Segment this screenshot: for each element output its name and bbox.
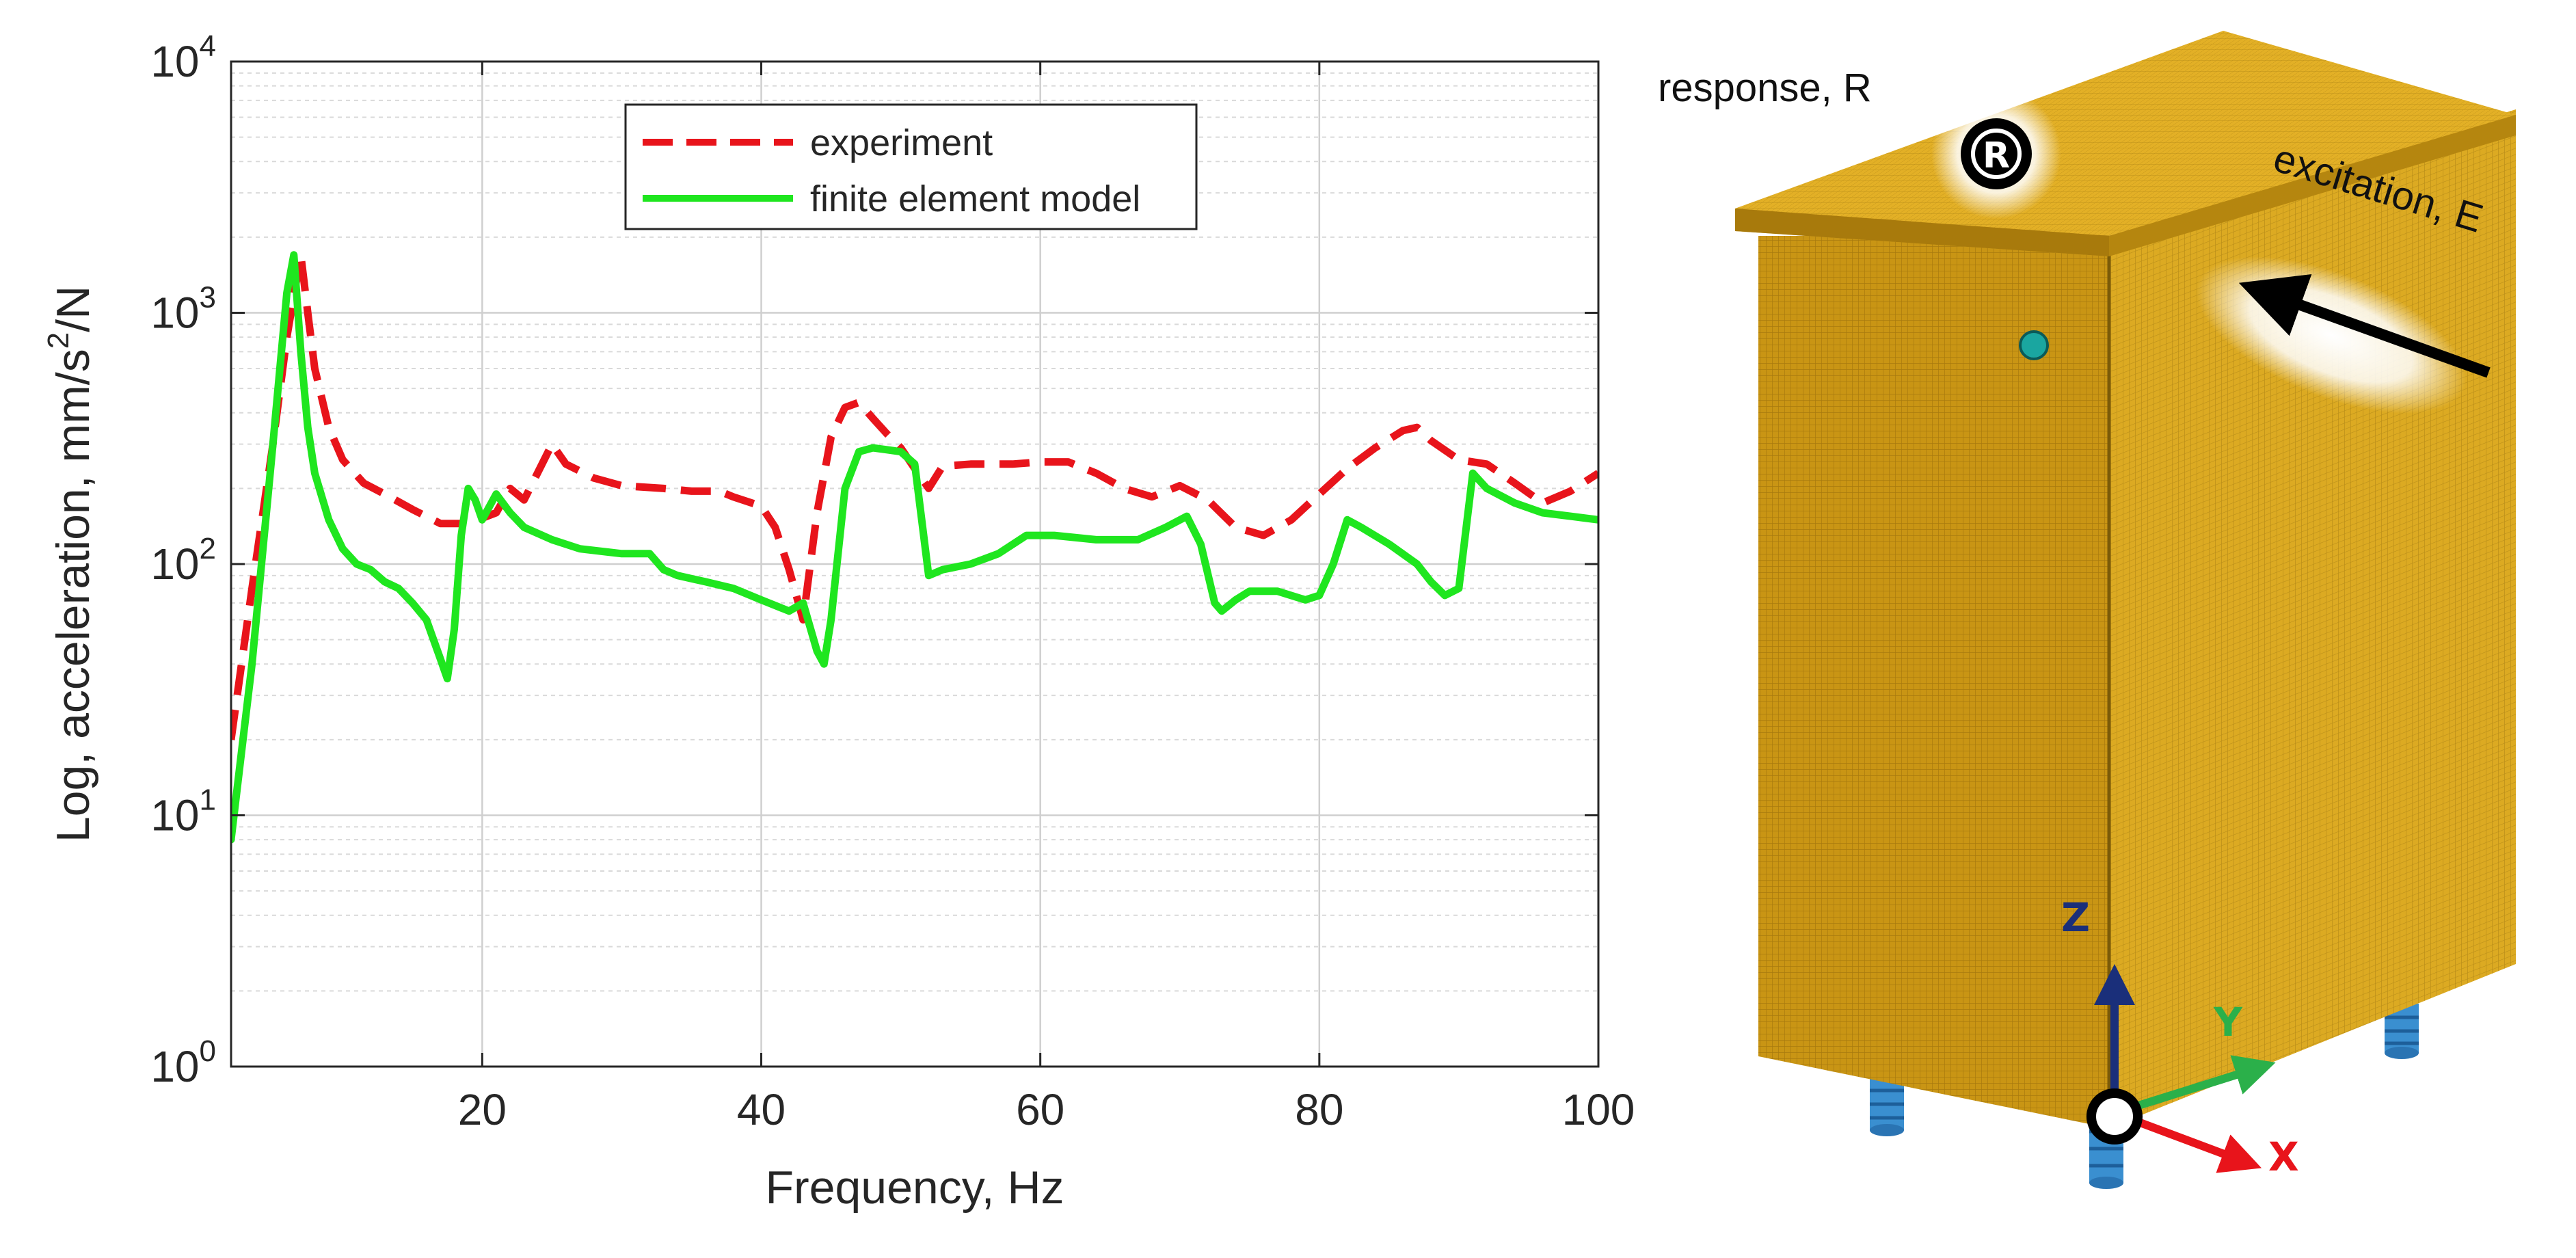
cabinet-top-lid <box>1735 31 2516 256</box>
response-marker-letter: R <box>1983 135 2010 176</box>
fe-model-illustration: R response, R excitation, E Z Y X <box>1658 31 2516 1189</box>
y-axis-letter: Y <box>2213 999 2243 1045</box>
y-tick-label: 103 <box>150 281 216 338</box>
y-axis-title: Log, acceleration, mm/s2/N <box>42 286 99 842</box>
legend-label-finite-element-model: finite element model <box>810 178 1140 219</box>
x-tick-label: 80 <box>1295 1085 1343 1134</box>
y-tick-label: 102 <box>150 532 216 589</box>
z-axis-letter: Z <box>2061 894 2090 941</box>
cabinet-front-face <box>1758 236 2109 1128</box>
y-tick-base: 10 <box>150 289 199 338</box>
sensor-marker <box>2019 330 2049 360</box>
y-tick-base: 10 <box>150 791 199 840</box>
cabinet-lid-side-edge <box>2109 115 2516 256</box>
y-tick-exponent: 4 <box>200 29 216 63</box>
series-lines <box>231 251 1598 844</box>
cabinet-lid-front-edge <box>1735 209 2109 256</box>
y-tick-label: 104 <box>150 29 216 86</box>
y-tick-exponent: 0 <box>200 1034 216 1068</box>
legend: experiment finite element model <box>624 103 1198 230</box>
x-tick-label: 40 <box>737 1085 786 1134</box>
y-tick-base: 10 <box>150 1042 199 1091</box>
origin-marker <box>2087 1088 2143 1145</box>
y-tick-base: 10 <box>150 37 199 86</box>
y-tick-exponent: 2 <box>200 532 216 565</box>
x-tick-label: 60 <box>1016 1085 1064 1134</box>
cabinet-side-face <box>2109 109 2516 1128</box>
excitation-arrow <box>2238 274 2491 378</box>
y-tick-label: 101 <box>150 784 216 840</box>
legend-label-experiment: experiment <box>810 122 993 163</box>
x-axis-title: Frequency, Hz <box>765 1162 1064 1214</box>
series-line-experiment <box>231 251 1598 740</box>
response-marker-ring <box>1971 129 2022 179</box>
series-line-finite-element-model <box>231 251 1598 844</box>
x-tick-label: 100 <box>1562 1085 1635 1134</box>
x-axis-letter: X <box>2268 1134 2299 1180</box>
x-tick-label: 20 <box>458 1085 507 1134</box>
y-tick-exponent: 3 <box>200 281 216 314</box>
legend-box <box>624 103 1198 230</box>
coordinate-axes: Z Y X <box>2061 894 2299 1180</box>
y-tick-label: 100 <box>150 1034 216 1091</box>
response-label: response, R <box>1658 66 1872 110</box>
support-foot-left <box>1870 1077 1904 1136</box>
y-tick-base: 10 <box>150 539 199 589</box>
y-tick-exponent: 1 <box>200 784 216 817</box>
